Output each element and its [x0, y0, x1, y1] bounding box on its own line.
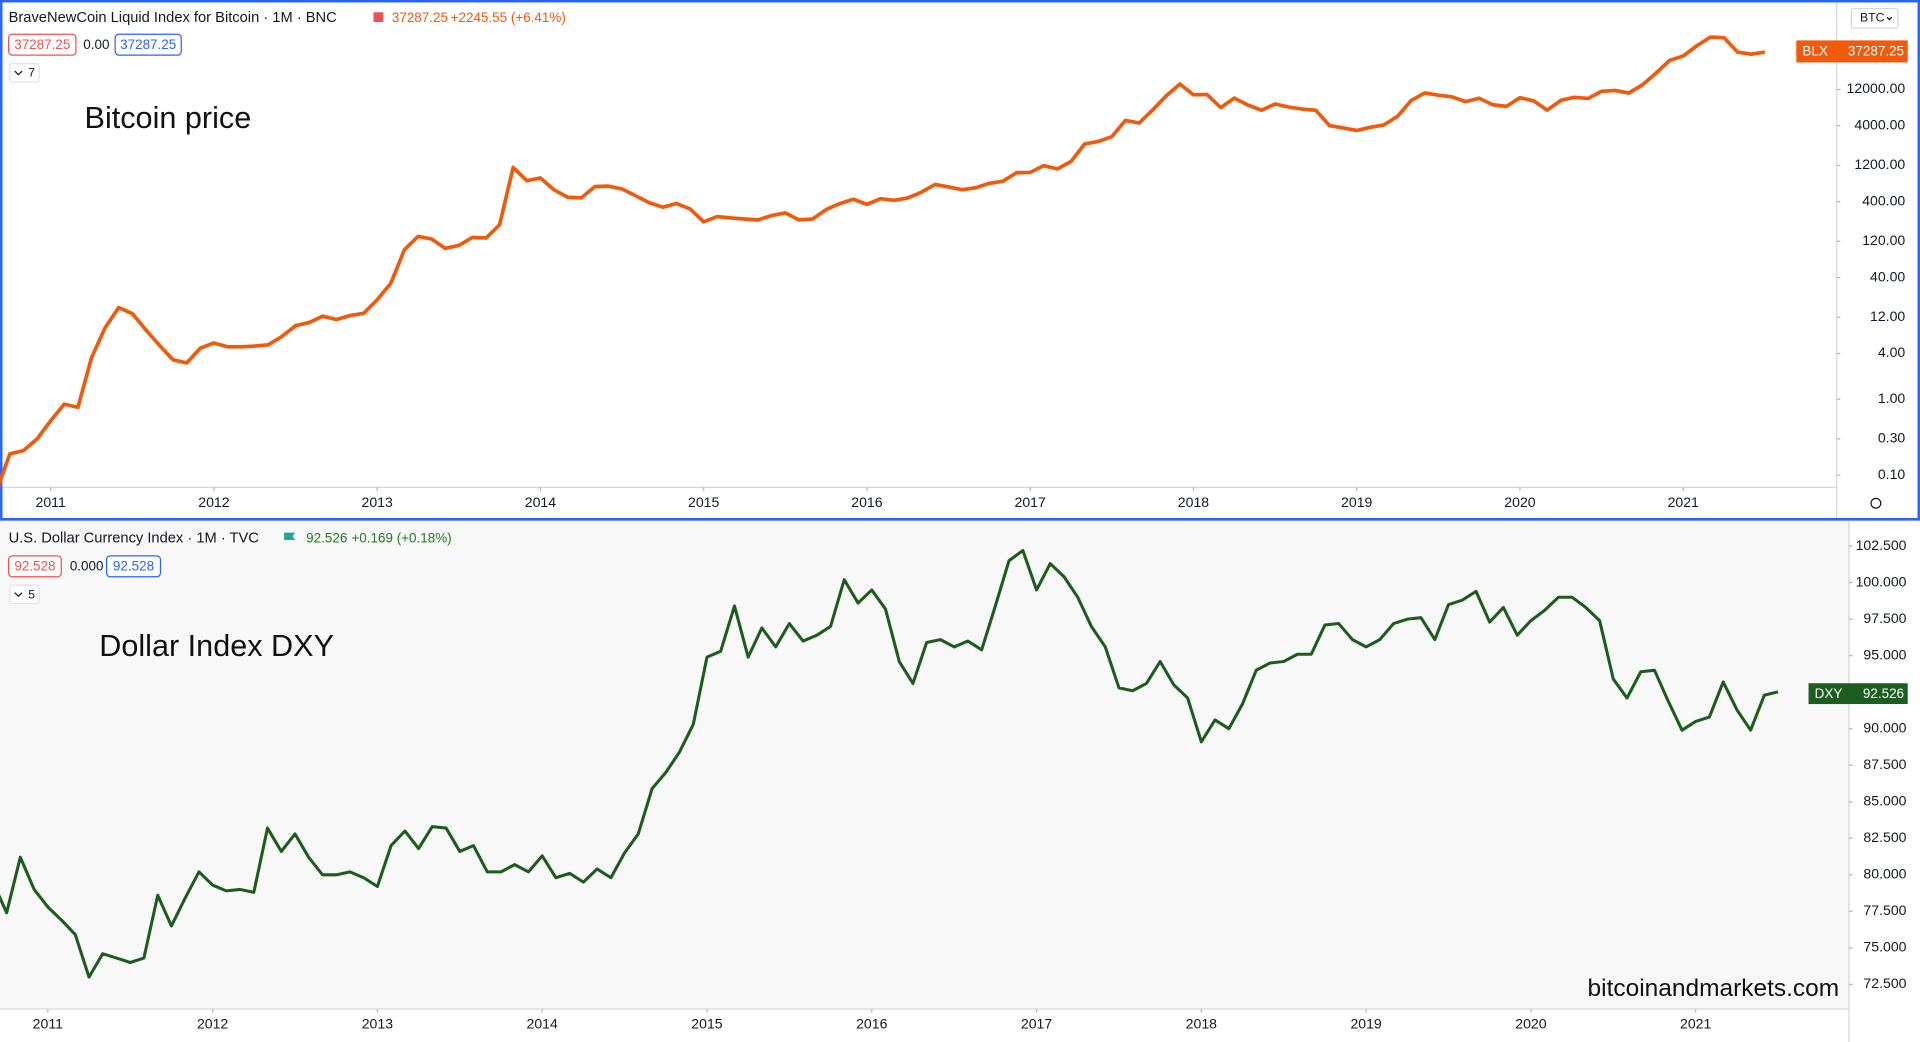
x-tick-label: 2014 [525, 494, 556, 510]
last-value: 92.526 [306, 530, 347, 545]
x-tick-label: 2016 [856, 1016, 887, 1032]
y-tick-label: 102.500 [1856, 537, 1907, 553]
last-value: 37287.25 [392, 10, 448, 25]
chevron [14, 592, 23, 598]
ask-box [105, 555, 162, 578]
bid-box [7, 33, 77, 56]
y-tick-label: 97.500 [1863, 610, 1906, 626]
change-value: +2245.55 (+6.41%) [451, 10, 566, 25]
price-line [0, 35, 1766, 487]
price-tag [1796, 40, 1908, 63]
y-tick-label: 77.500 [1863, 902, 1906, 918]
time-axis-bg [0, 1008, 1920, 1042]
x-tick-label: 2021 [1668, 494, 1699, 510]
y-tick-label: 40.00 [1870, 268, 1905, 284]
x-tick-label: 2019 [1341, 494, 1372, 510]
y-tick-label: 0.10 [1878, 466, 1906, 482]
x-tick-label: 2016 [851, 494, 882, 510]
y-tick-label: 82.500 [1863, 829, 1906, 845]
y-tick-label: 0.30 [1878, 430, 1906, 446]
status-icon [373, 12, 384, 23]
x-tick-label: 2020 [1504, 494, 1535, 510]
x-tick-label: 2014 [527, 1016, 558, 1032]
price-tag-label: DXY [1815, 686, 1843, 701]
price-tag-label: BLX [1802, 44, 1827, 59]
settings-icon[interactable] [1870, 497, 1882, 509]
bid-box [7, 555, 62, 578]
currency-dropdown[interactable] [1850, 7, 1899, 29]
y-tick-label: 12000.00 [1847, 80, 1906, 96]
chevron [14, 70, 23, 76]
x-tick-label: 2017 [1021, 1016, 1052, 1032]
change-value: +0.169 (+0.18%) [351, 530, 451, 545]
y-tick-label: 12.00 [1870, 308, 1905, 324]
lower-pane-bg [0, 520, 1849, 1009]
y-tick-label: 4.00 [1878, 344, 1906, 360]
x-tick-label: 2011 [36, 494, 66, 510]
price-tag-value: 92.526 [1863, 686, 1904, 701]
x-tick-label: 2015 [691, 1016, 722, 1032]
annotation: Bitcoin price [85, 101, 252, 135]
price-tag [1808, 683, 1908, 705]
bid-value: 37287.25 [14, 37, 70, 52]
indicator-count: 5 [28, 587, 35, 601]
y-tick-label: 90.000 [1863, 719, 1906, 735]
y-tick-label: 80.000 [1863, 866, 1906, 882]
indicator-count: 7 [28, 66, 35, 80]
x-tick-label: 2011 [33, 1016, 63, 1032]
ask-value: 37287.25 [120, 37, 176, 52]
y-tick-label: 100.000 [1856, 573, 1907, 589]
bid-value: 92.528 [14, 558, 55, 573]
x-tick-label: 2015 [688, 494, 719, 510]
watermark: bitcoinandmarkets.com [1588, 975, 1840, 1002]
chart-title: BraveNewCoin Liquid Index for Bitcoin · … [9, 10, 338, 26]
x-tick-label: 2012 [197, 1016, 228, 1032]
x-tick-label: 2021 [1680, 1016, 1711, 1032]
y-tick-label: 87.500 [1863, 756, 1906, 772]
y-tick-label: 400.00 [1862, 192, 1905, 208]
y-tick-label: 75.000 [1863, 939, 1906, 955]
x-tick-label: 2013 [362, 1016, 393, 1032]
y-tick-label: 95.000 [1863, 646, 1906, 662]
spread-value: 0.00 [83, 37, 109, 52]
collapse-button[interactable] [9, 63, 40, 83]
price-line [0, 548, 1779, 979]
x-tick-label: 2020 [1515, 1016, 1546, 1032]
annotation: Dollar Index DXY [99, 629, 334, 663]
x-tick-label: 2019 [1350, 1016, 1381, 1032]
ask-value: 92.528 [113, 558, 154, 573]
y-tick-label: 72.500 [1863, 975, 1906, 991]
collapse-button[interactable] [9, 584, 40, 605]
currency: BTC [1860, 11, 1885, 25]
x-tick-label: 2018 [1178, 494, 1209, 510]
active-pane-border [0, 0, 1920, 521]
ask-box [114, 33, 182, 56]
x-tick-label: 2012 [198, 494, 229, 510]
status-icon [284, 532, 296, 540]
chart-title: U.S. Dollar Currency Index · 1M · TVC [9, 531, 260, 547]
y-tick-label: 120.00 [1862, 232, 1905, 248]
y-tick-label: 1.00 [1878, 390, 1906, 406]
x-tick-label: 2018 [1186, 1016, 1217, 1032]
y-tick-label: 4000.00 [1854, 116, 1905, 132]
chevron [1886, 16, 1893, 21]
spread-value: 0.000 [70, 558, 104, 573]
x-tick-label: 2013 [362, 494, 393, 510]
y-tick-label: 85.000 [1863, 792, 1906, 808]
y-tick-label: 1200.00 [1854, 156, 1905, 172]
price-tag-value: 37287.25 [1848, 44, 1904, 59]
x-tick-label: 2017 [1015, 494, 1046, 510]
